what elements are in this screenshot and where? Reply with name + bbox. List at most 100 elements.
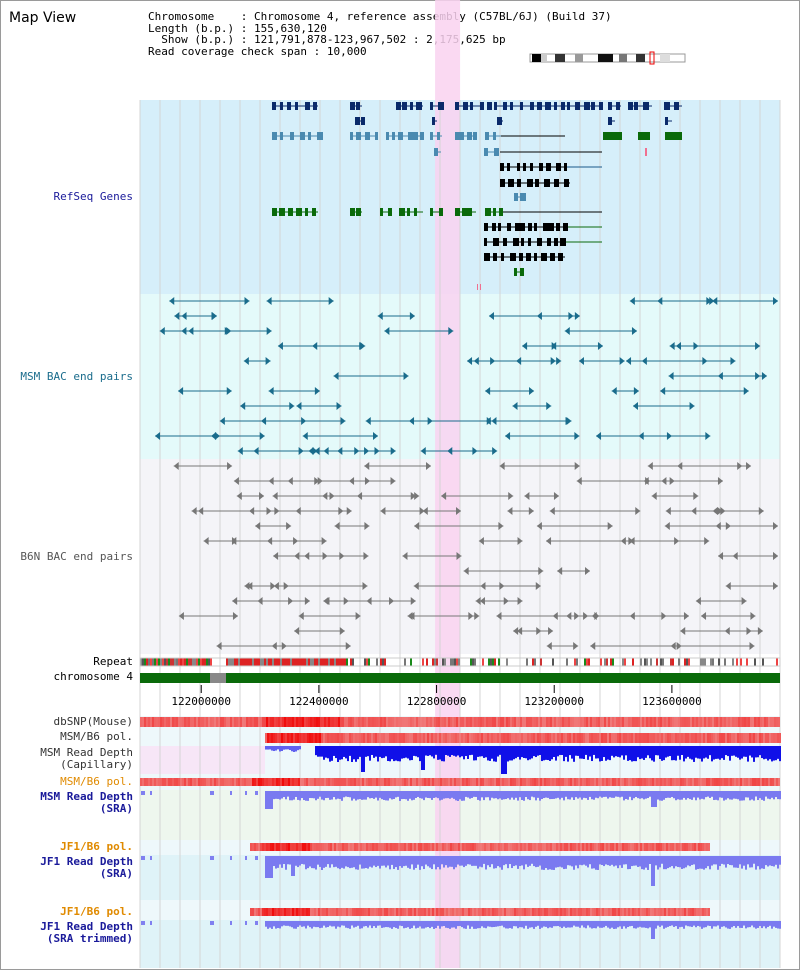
repeat-block [700, 658, 702, 666]
jf1-depth-sra-bar [651, 856, 653, 886]
msm-depth-sra-bar [419, 791, 421, 799]
b6n-bac-pair-end [701, 612, 707, 620]
msm-depth-cap-bar [367, 746, 369, 757]
jf1-pol-cell [544, 843, 546, 851]
dbsnp-cell [280, 717, 282, 727]
jf1-pol2-cell [526, 908, 528, 916]
refseq-exon [501, 253, 504, 261]
jf1-depth-trim-bar [593, 921, 595, 929]
msm-depth-sra-bar [437, 791, 439, 799]
msm-depth-sra-bar [535, 791, 537, 801]
repeat-block [256, 658, 258, 666]
jf1-pol2-cell [650, 908, 652, 916]
jf1-pol-cell [318, 843, 320, 851]
repeat-block [376, 658, 378, 666]
refseq-exon [554, 179, 559, 187]
msm-depth-sra-bar [569, 791, 571, 800]
msm-depth-cap-bar [355, 746, 357, 762]
msm-depth-sra-bar [295, 791, 297, 797]
msm-pol2-cell [548, 778, 550, 786]
track-label-refseq[interactable]: RefSeq Genes [53, 190, 133, 203]
jf1-pol-cell [316, 843, 318, 851]
refseq-exon [492, 223, 496, 231]
msm-pol-cell [491, 733, 493, 743]
jf1-pol2-cell [410, 908, 412, 916]
jf1-depth-trim-bar [631, 921, 633, 926]
msm-depth-cap-bar [395, 746, 397, 761]
refseq-exon [350, 208, 355, 216]
msm-depth-sra-bar [565, 791, 567, 797]
msm-pol-cell [727, 733, 729, 743]
jf1-depth-sra-bar [655, 856, 657, 866]
msm-depth-sra-bar [689, 791, 691, 800]
msm-depth-sra-bar [265, 791, 267, 809]
jf1-pol2-cell [448, 908, 450, 916]
repeat-block [200, 658, 202, 666]
msm-bac-pair-end [675, 342, 681, 350]
msm-depth-cap-bar [419, 746, 421, 762]
dbsnp-cell [442, 717, 444, 727]
jf1-depth-trim-bar [305, 921, 307, 929]
msm-pol-cell [529, 733, 531, 743]
track-label-msm-bac[interactable]: MSM BAC end pairs [20, 370, 133, 383]
jf1-pol2-cell [328, 908, 330, 916]
jf1-pol2-cell [610, 908, 612, 916]
dbsnp-cell [520, 717, 522, 727]
track-label-b6n-bac[interactable]: B6N BAC end pairs [20, 550, 133, 563]
dbsnp-cell [300, 717, 302, 727]
msm-depth-cap-bar [719, 746, 721, 760]
jf1-pol2-cell [290, 908, 292, 916]
msm-depth-sra-bar [291, 791, 293, 801]
jf1-pol-cell [394, 843, 396, 851]
msm-pol2-cell [200, 778, 202, 786]
repeat-block [312, 658, 314, 666]
msm-pol-cell [537, 733, 539, 743]
msm-depth-sra-bar [377, 791, 379, 801]
jf1-depth-sra-bar [365, 856, 367, 868]
msm-pol2-cell [676, 778, 678, 786]
refseq-exon [438, 102, 444, 110]
msm-pol-cell [679, 733, 681, 743]
msm-depth-cap-bar [509, 746, 511, 761]
repeat-block [506, 658, 508, 666]
jf1-depth-trim-bar [615, 921, 617, 929]
msm-depth-sra-bar [473, 791, 475, 797]
jf1-pol-cell [344, 843, 346, 851]
msm-depth-cap-bar [501, 746, 503, 774]
dbsnp-cell [306, 717, 308, 727]
jf1-depth-sra-bar [779, 856, 781, 865]
jf1-pol-cell [326, 843, 328, 851]
msm-pol-cell [571, 733, 573, 743]
jf1-depth-sra-bar [679, 856, 681, 868]
jf1-pol-cell [702, 843, 704, 851]
msm-pol-cell [385, 733, 387, 743]
jf1-pol2-cell [314, 908, 316, 916]
jf1-depth-sra-bar [557, 856, 559, 868]
jf1-pol2-cell [268, 908, 270, 916]
msm-pol2-cell [696, 778, 698, 786]
jf1-depth-trim-bar [485, 921, 487, 929]
msm-pol-cell [379, 733, 381, 743]
jf1-pol-cell [646, 843, 648, 851]
refseq-exon [410, 102, 413, 110]
repeat-block [526, 658, 528, 666]
repeat-block [178, 658, 180, 666]
jf1-pol2-cell [250, 908, 252, 916]
track-label-msm-b6-pol: MSM/B6 pol. [60, 730, 133, 743]
msm-pol-cell [673, 733, 675, 743]
jf1-pol2-cell [596, 908, 598, 916]
jf1-pol2-cell [390, 908, 392, 916]
jf1-depth-trim-bar [597, 921, 599, 927]
jf1-depth-trim-bar [613, 921, 615, 929]
repeat-block [660, 658, 662, 666]
jf1-pol2-cell [380, 908, 382, 916]
jf1-depth-sra-bar [565, 856, 567, 869]
refseq-exon [537, 238, 542, 246]
jf1-depth-trim-bar [415, 921, 417, 929]
dbsnp-cell [200, 717, 202, 727]
msm-depth-cap-bar [747, 746, 749, 762]
dbsnp-cell [504, 717, 506, 727]
dbsnp-cell [246, 717, 248, 727]
msm-depth-cap-bar [485, 746, 487, 758]
